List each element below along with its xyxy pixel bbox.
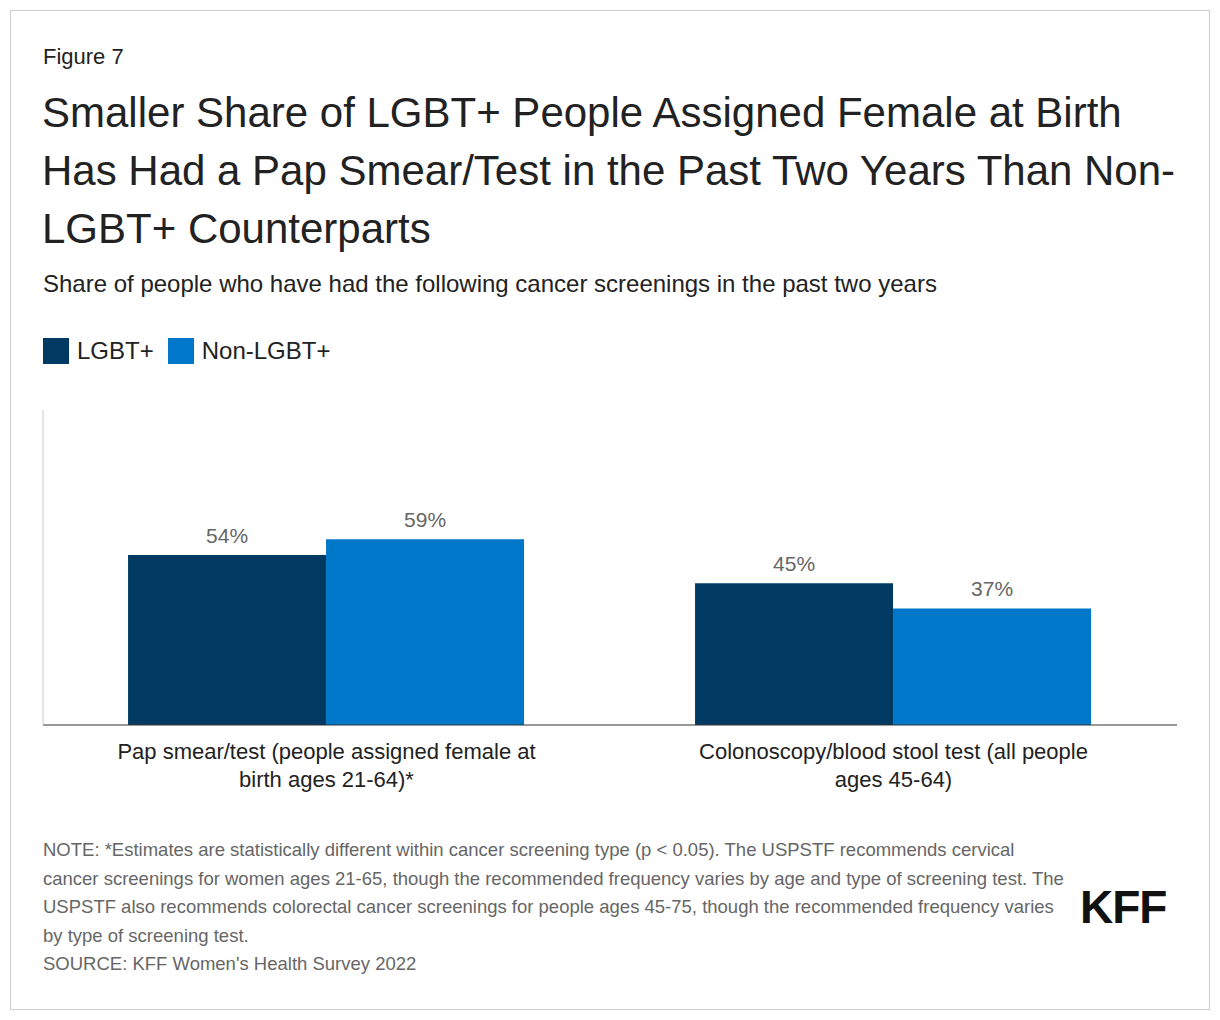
html-text:KFF: KFF [1080, 881, 1167, 933]
html-text:Figure 7: Figure 7 [43, 44, 124, 69]
svg-text:37%: 37% [971, 577, 1013, 600]
html-text:Share of people who have had t: Share of people who have had the followi… [43, 270, 937, 297]
svg-text:45%: 45% [773, 552, 815, 575]
svg-text:Colonoscopy/blood stool test (: Colonoscopy/blood stool test (all people… [699, 739, 1088, 792]
svg-text:54%: 54% [206, 524, 248, 547]
html-text:Smaller Share of LGBT+ People: Smaller Share of LGBT+ People Assigned F… [42, 89, 1176, 252]
html-text:SOURCE: KFF Women's Health Sur: SOURCE: KFF Women's Health Survey 2022 [43, 953, 417, 974]
html-text:Non-LGBT+: Non-LGBT+ [201, 337, 331, 364]
html-text:NOTE: *Estimates are statistic: NOTE: *Estimates are statistically diffe… [43, 839, 1064, 946]
svg-text:Pap smear/test (people assigne: Pap smear/test (people assigned female a… [117, 739, 535, 792]
svg-text:59%: 59% [404, 508, 446, 531]
html-text:LGBT+: LGBT+ [77, 337, 154, 364]
